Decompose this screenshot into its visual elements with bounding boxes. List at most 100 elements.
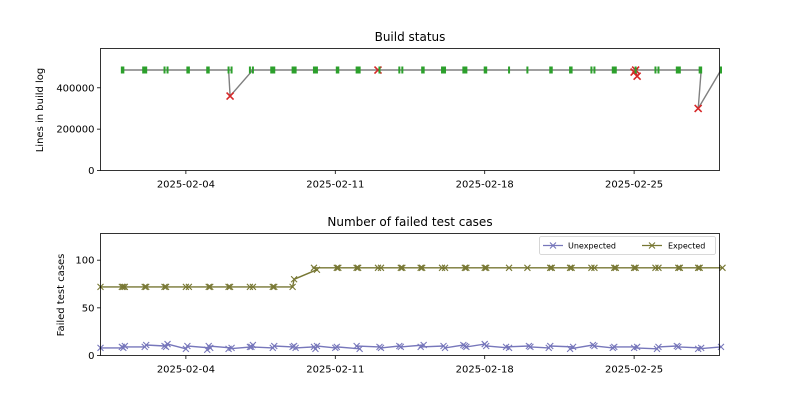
build-status-plot-area: 2025-02-04 2025-02-11 2025-02-18 2025-02-25… — [56, 65, 722, 191]
failed-tests-y-tick-label: 0 — [88, 351, 94, 362]
build-status-y-tick-label: 200000 — [56, 125, 94, 136]
failed-tests-y-axis-label: Failed test cases — [56, 254, 67, 337]
failed-tests-expected-marker — [461, 264, 469, 272]
failed-tests-unexpected-marker — [313, 342, 321, 350]
legend-box — [539, 236, 716, 255]
failed-tests-unexpected-marker — [527, 343, 534, 351]
failed-tests-expected-marker — [313, 266, 321, 274]
failed-tests-expected-marker — [226, 283, 234, 291]
failed-tests-expected-marker — [674, 264, 682, 272]
failed-tests-expected-marker — [462, 264, 470, 272]
failed-tests-unexpected-marker — [203, 346, 211, 354]
failed-tests-expected-marker — [119, 283, 127, 291]
failed-tests-expected-marker — [354, 264, 362, 272]
failed-tests-unexpected-marker — [482, 342, 490, 350]
failed-tests-expected-marker — [162, 283, 170, 291]
failed-tests-expected-marker — [418, 264, 426, 272]
failed-tests-unexpected-marker — [333, 343, 341, 351]
failed-tests-expected-marker — [676, 264, 684, 272]
failed-tests-expected-marker — [141, 283, 149, 291]
failed-tests-expected-marker — [696, 264, 704, 272]
failed-tests-unexpected-marker — [694, 345, 702, 353]
failed-tests-expected-marker — [205, 283, 213, 291]
failed-tests-expected-marker — [482, 264, 490, 272]
failed-tests-unexpected-marker — [183, 342, 191, 350]
failed-tests-y-tick-label: 100 — [75, 256, 94, 267]
failed-tests-expected-marker — [353, 264, 361, 272]
build-status-failure-marker — [633, 72, 642, 81]
legend-expected-label: Expected — [668, 242, 705, 251]
failed-tests-expected-marker — [481, 264, 489, 272]
failed-tests-unexpected-marker — [566, 345, 574, 353]
failed-tests-expected-marker — [719, 264, 726, 272]
failed-tests-unexpected-marker — [142, 341, 150, 349]
failed-tests-unexpected-marker — [655, 343, 662, 351]
failed-tests-expected-marker — [289, 283, 296, 291]
failed-tests-expected-marker — [524, 264, 531, 272]
build-status-x-tick-label: 2025-02-11 — [306, 180, 364, 191]
failed-tests-expected-marker — [246, 283, 254, 291]
failed-tests-expected-marker — [270, 283, 278, 291]
failed-tests-unexpected-marker — [441, 344, 449, 352]
failed-tests-expected-marker — [505, 264, 513, 272]
failed-tests-expected-marker — [118, 283, 126, 291]
failed-tests-unexpected-marker — [205, 342, 213, 350]
failed-tests-unexpected-marker — [630, 344, 638, 352]
failed-tests-expected-marker — [588, 264, 595, 272]
failed-tests-expected-marker — [185, 283, 193, 291]
failed-tests-expected-marker — [121, 283, 129, 291]
failed-tests-expected-marker — [694, 264, 702, 272]
failed-tests-unexpected-marker — [249, 341, 257, 349]
failed-tests-expected-marker — [310, 264, 318, 272]
failed-tests-expected-marker — [206, 283, 214, 291]
build-status-y-tick-label: 400000 — [56, 83, 94, 94]
failed-tests-y-tick-label: 50 — [82, 303, 95, 314]
failed-tests-expected-marker — [438, 264, 446, 272]
build-status-failure-marker — [694, 104, 703, 113]
legend-expected-marker — [648, 242, 656, 249]
failed-tests-legend: Unexpected Expected — [539, 236, 716, 255]
failed-tests-expected-marker — [548, 264, 556, 272]
failed-tests-expected-marker — [398, 264, 406, 272]
failed-tests-unexpected-marker — [674, 343, 682, 351]
failed-tests-unexpected-marker — [377, 344, 385, 352]
failed-tests-unexpected-marker — [569, 343, 577, 351]
failed-tests-expected-marker — [655, 264, 662, 272]
failed-tests-unexpected-marker — [717, 343, 725, 351]
failed-tests-expected-marker — [612, 264, 620, 272]
failed-tests-unexpected-marker — [420, 341, 428, 349]
failed-tests-plot-area: 2025-02-04 2025-02-11 2025-02-18 2025-02-25… — [75, 256, 726, 376]
failed-tests-axes-frame — [100, 233, 720, 356]
failed-tests-expected-marker — [441, 264, 449, 272]
failed-tests-expected-marker — [374, 264, 382, 272]
failed-tests-expected-marker — [225, 283, 232, 291]
failed-tests-expected-marker — [142, 283, 150, 291]
legend-unexpected-label: Unexpected — [568, 242, 616, 251]
failed-tests-expected-marker — [630, 264, 638, 272]
build-status-failure-marker — [226, 91, 235, 101]
failed-tests-unexpected-marker — [546, 342, 554, 350]
failed-tests-unexpected-marker — [164, 340, 171, 348]
failed-tests-x-tick-label: 2025-02-25 — [605, 365, 663, 376]
failed-tests-expected-marker — [397, 264, 405, 272]
failed-tests-expected-marker — [568, 264, 575, 272]
failed-tests-expected-marker — [269, 283, 277, 291]
failed-tests-unexpected-marker — [246, 343, 254, 351]
failed-tests-expected-marker — [377, 264, 385, 272]
failed-tests-expected-marker — [161, 283, 168, 291]
failed-tests-expected-marker — [546, 264, 554, 272]
build-status-axes-frame — [100, 48, 720, 171]
failed-tests-x-tick-label: 2025-02-04 — [157, 365, 215, 376]
failed-tests-expected-marker — [333, 264, 341, 272]
failed-tests-unexpected-marker — [591, 342, 598, 350]
failed-tests-expected-marker — [249, 283, 257, 291]
failed-tests-unexpected-marker — [397, 343, 405, 351]
failed-tests-expected-marker — [334, 264, 342, 272]
failed-tests-unexpected-marker — [225, 345, 232, 353]
failed-tests-expected-marker — [591, 264, 598, 272]
failed-tests-unexpected-marker — [353, 342, 361, 350]
build-status-x-tick-label: 2025-02-18 — [456, 180, 514, 191]
failed-tests-expected-marker — [652, 264, 659, 272]
build-status-y-tick-label: 0 — [88, 166, 94, 177]
